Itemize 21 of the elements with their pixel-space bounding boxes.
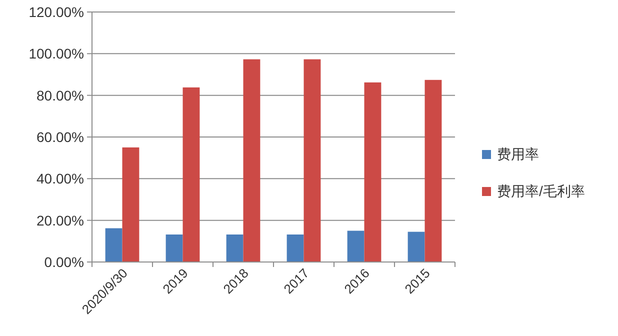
- bar: [226, 234, 244, 262]
- y-tick-label: 40.00%: [36, 170, 84, 187]
- bar: [182, 87, 200, 262]
- bar: [408, 232, 425, 262]
- bar: [424, 80, 442, 262]
- y-tick-label: 100.00%: [28, 46, 84, 62]
- bar: [286, 234, 304, 262]
- bar: [105, 228, 122, 262]
- legend-label: 费用率/毛利率: [497, 183, 585, 199]
- bar: [347, 230, 364, 262]
- y-tick-label: 80.00%: [36, 87, 84, 104]
- y-tick-label: 120.00%: [28, 4, 84, 20]
- legend-label: 费用率: [497, 146, 539, 162]
- bar: [122, 147, 140, 262]
- bar: [304, 59, 321, 262]
- y-tick-label: 0.00%: [44, 254, 84, 270]
- y-tick-label: 20.00%: [36, 212, 84, 228]
- bar: [364, 82, 382, 262]
- bar: [243, 59, 260, 262]
- y-tick-label: 60.00%: [36, 129, 84, 145]
- bar: [166, 234, 183, 262]
